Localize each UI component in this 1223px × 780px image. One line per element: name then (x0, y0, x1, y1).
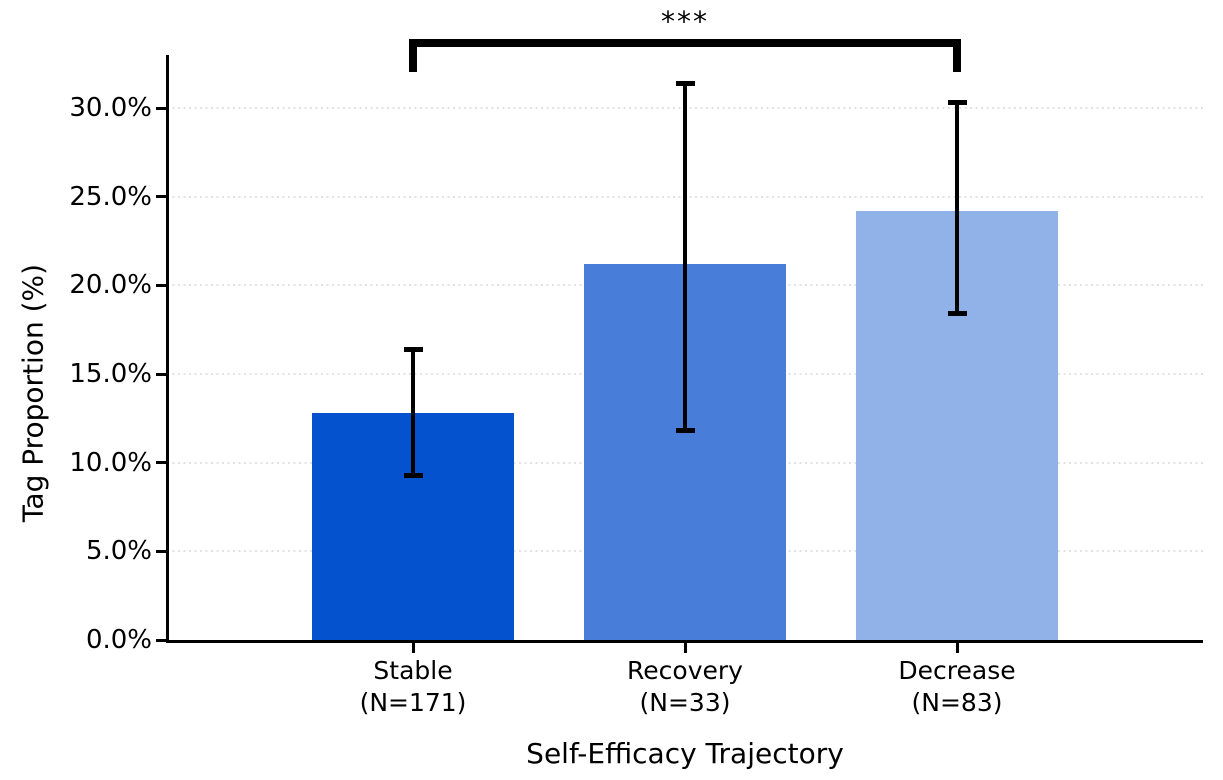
significance-bracket-top (409, 39, 961, 47)
y-tick-mark (156, 283, 166, 287)
error-bar-line (411, 349, 415, 476)
x-axis-spine (166, 640, 1203, 643)
x-tick-label-stable: Stable (N=171) (359, 656, 467, 717)
significance-bracket-left (409, 39, 417, 72)
y-tick-label: 20.0% (69, 270, 152, 301)
x-tick-label-decrease: Decrease (N=83) (898, 656, 1016, 717)
error-bar-cap-top (675, 80, 695, 86)
significance-label: *** (661, 5, 709, 38)
y-tick-mark (156, 106, 166, 110)
error-bar-cap-bottom (403, 472, 423, 478)
y-axis-spine (166, 55, 169, 643)
y-tick-mark (156, 195, 166, 199)
y-tick-label: 15.0% (69, 359, 152, 390)
y-tick-label: 25.0% (69, 181, 152, 212)
error-bar-cap-bottom (675, 428, 695, 434)
y-tick-label: 5.0% (85, 536, 152, 567)
plot-area (167, 55, 1203, 640)
y-tick-label: 30.0% (69, 93, 152, 124)
y-tick-mark (156, 372, 166, 376)
x-tick-mark (955, 643, 959, 653)
y-tick-mark (156, 549, 166, 553)
x-tick-mark (683, 643, 687, 653)
y-tick-label: 10.0% (69, 447, 152, 478)
error-bar-cap-top (947, 100, 967, 106)
error-bar-cap-bottom (947, 311, 967, 317)
y-tick-mark (156, 461, 166, 465)
significance-bracket-right (953, 39, 961, 72)
error-bar-line (683, 83, 687, 431)
y-tick-label: 0.0% (85, 625, 152, 655)
error-bar-line (955, 102, 959, 314)
x-tick-label-recovery: Recovery (N=33) (627, 656, 743, 717)
x-tick-mark (411, 643, 415, 653)
error-bar-cap-top (403, 346, 423, 352)
y-tick-mark (156, 638, 166, 642)
y-axis-label: Tag Proportion (%) (16, 263, 50, 523)
x-axis-label: Self-Efficacy Trajectory (526, 737, 844, 770)
